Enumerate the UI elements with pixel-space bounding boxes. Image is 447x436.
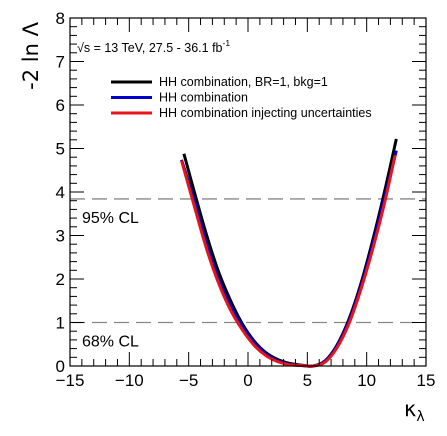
y-tick-label: 7 xyxy=(56,53,65,72)
reference-line-label-0: 95% CL xyxy=(82,210,139,227)
axis-ticks xyxy=(69,17,427,367)
y-tick-label: 8 xyxy=(56,9,65,28)
x-tick-label: 10 xyxy=(357,371,376,390)
x-tick-label: −5 xyxy=(179,371,198,390)
y-tick-label: 5 xyxy=(56,140,65,159)
y-tick-label: 4 xyxy=(56,183,65,202)
reference-lines: 95% CL 68% CL xyxy=(70,198,426,351)
x-tick-label: 5 xyxy=(303,371,312,390)
energy-luminosity-label: √s = 13 TeV, 27.5 - 36.1 fb-1 xyxy=(77,38,230,55)
y-axis-title: -2 ln Λ xyxy=(19,21,43,89)
x-axis-title: κλ xyxy=(404,397,425,425)
series-line-2 xyxy=(180,154,397,368)
y-tick-label: 3 xyxy=(56,227,65,246)
tick-labels: −15 −10 −5 0 5 10 15 0 1 2 3 4 5 6 7 8 xyxy=(56,9,436,390)
luminosity-unit-superscript: -1 xyxy=(223,38,231,48)
x-tick-label: −10 xyxy=(115,371,144,390)
reference-line-label-1: 68% CL xyxy=(82,334,139,351)
series-layer xyxy=(180,138,398,368)
x-tick-label: 15 xyxy=(417,371,436,390)
legend-label-2: HH combination injecting uncertainties xyxy=(159,106,372,120)
y-tick-label: 6 xyxy=(56,96,65,115)
y-tick-label: 0 xyxy=(56,357,65,376)
legend-label-0: HH combination, BR=1, bkg=1 xyxy=(159,75,328,89)
y-tick-label: 1 xyxy=(56,314,65,333)
x-tick-label: −15 xyxy=(56,371,85,390)
x-axis-title-sub: λ xyxy=(416,409,424,425)
legend: HH combination, BR=1, bkg=1 HH combinatio… xyxy=(111,75,372,120)
x-axis-title-main: κ xyxy=(404,397,416,421)
x-tick-label: 0 xyxy=(243,371,252,390)
legend-label-1: HH combination xyxy=(159,91,248,105)
y-tick-label: 2 xyxy=(56,270,65,289)
energy-text: √s = 13 TeV, 27.5 - 36.1 fb xyxy=(77,41,223,55)
